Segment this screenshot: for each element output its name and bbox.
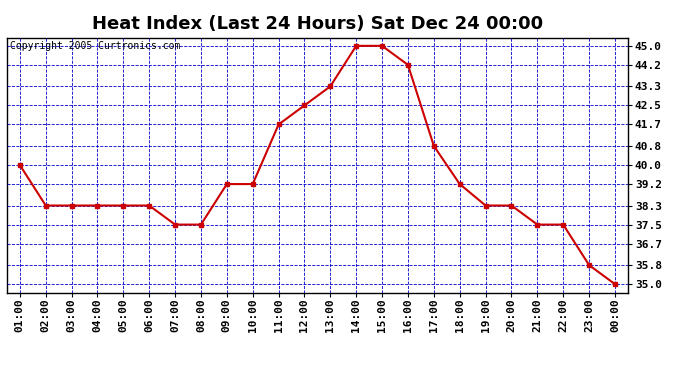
Text: Heat Index (Last 24 Hours) Sat Dec 24 00:00: Heat Index (Last 24 Hours) Sat Dec 24 00… [92, 15, 543, 33]
Text: Copyright 2005 Curtronics.com: Copyright 2005 Curtronics.com [10, 41, 180, 51]
